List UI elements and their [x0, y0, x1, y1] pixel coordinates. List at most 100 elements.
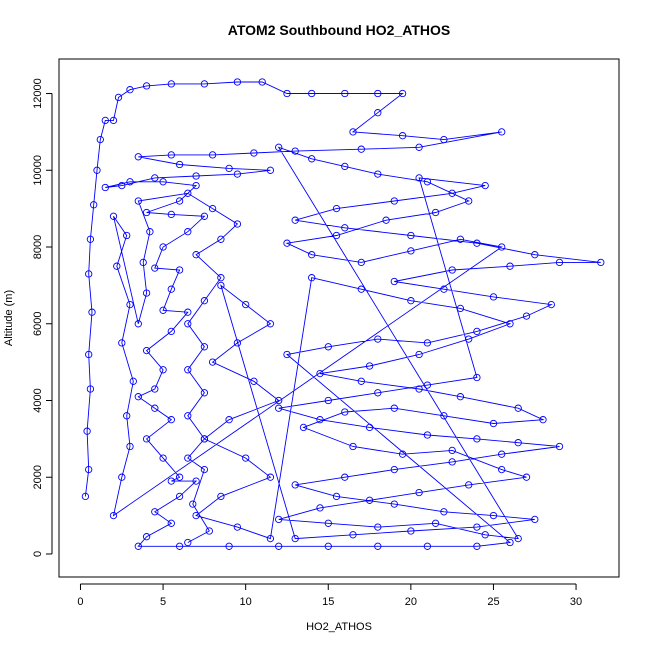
data-point [159, 454, 167, 462]
data-point [316, 416, 324, 424]
data-point [81, 492, 90, 501]
data-point [415, 385, 423, 393]
data-point [83, 427, 91, 435]
data-point [431, 208, 440, 217]
data-point [200, 435, 209, 443]
data-point [291, 481, 299, 489]
data-point [547, 300, 555, 309]
data-point [242, 454, 250, 462]
y-tick-label: 10000 [32, 155, 44, 186]
data-point [440, 508, 448, 516]
data-point [184, 538, 192, 547]
data-point [324, 519, 332, 527]
data-point [456, 304, 465, 313]
data-point [283, 89, 291, 98]
data-point [167, 519, 175, 527]
data-point [324, 542, 332, 550]
data-point [448, 458, 456, 466]
data-point [167, 327, 175, 336]
y-axis: 0 2000 4000 6000 8000 10000 12000 [32, 78, 53, 557]
data-point [250, 149, 258, 157]
data-point [514, 439, 522, 447]
data-point [398, 89, 407, 98]
data-point [134, 393, 142, 401]
data-point [341, 408, 349, 416]
y-tick-label: 8000 [32, 235, 44, 259]
data-point [357, 285, 365, 293]
data-point [275, 396, 283, 405]
data-point [142, 533, 151, 541]
data-point [390, 404, 398, 412]
data-point [291, 147, 299, 155]
data-point [390, 500, 398, 508]
data-point [146, 228, 154, 236]
data-point [407, 247, 415, 255]
data-point [473, 239, 481, 247]
data-point [407, 297, 415, 305]
data-point [93, 166, 101, 174]
x-tick-label: 30 [570, 596, 582, 608]
data-point [299, 423, 308, 432]
x-tick-label: 25 [487, 596, 499, 608]
data-point [159, 243, 167, 251]
x-tick-label: 10 [240, 596, 252, 608]
data-point [266, 473, 275, 481]
data-point [126, 300, 134, 309]
data-point [332, 204, 341, 213]
data-point [233, 339, 242, 347]
data-point [440, 285, 448, 293]
data-point [208, 358, 217, 366]
data-point [88, 308, 96, 316]
data-point [175, 266, 184, 274]
data-point [250, 377, 258, 385]
data-point [506, 262, 514, 270]
data-point [233, 220, 242, 228]
data-point [456, 235, 465, 243]
data-point [316, 504, 324, 512]
data-point [365, 496, 374, 504]
data-point [324, 343, 332, 351]
data-point [217, 492, 225, 501]
chart-title: ATOM2 Southbound HO2_ATHOS [228, 22, 450, 38]
data-point [448, 446, 456, 455]
data-point [184, 454, 192, 462]
data-point [139, 258, 147, 267]
data-point [349, 531, 357, 539]
data-point [200, 389, 209, 397]
data-point [341, 89, 349, 98]
data-point [522, 473, 531, 481]
data-point [448, 189, 456, 197]
data-point [275, 515, 283, 524]
data-point [217, 274, 225, 282]
data-point [167, 210, 175, 219]
data-point [473, 373, 481, 382]
data-point [113, 262, 121, 270]
data-point [175, 197, 184, 205]
data-point [159, 366, 167, 374]
data-point [506, 320, 514, 328]
data-point [357, 258, 365, 267]
y-tick-label: 4000 [32, 388, 44, 412]
data-point [85, 465, 93, 474]
data-point [308, 274, 316, 282]
data-point [175, 492, 184, 501]
data-point [275, 143, 283, 151]
data-point [522, 312, 531, 320]
series-line [84, 81, 601, 547]
data-point [134, 197, 142, 205]
data-point [489, 293, 498, 301]
data-point [192, 251, 200, 259]
data-point [398, 450, 407, 458]
data-point [431, 519, 440, 527]
data-point [390, 197, 398, 205]
data-point [200, 465, 209, 474]
data-point [85, 270, 93, 278]
data-point [142, 82, 151, 90]
data-point [200, 80, 209, 88]
data-point [465, 197, 473, 205]
data-point [225, 416, 233, 424]
data-point [118, 473, 126, 481]
data-point [390, 277, 398, 286]
data-point [114, 93, 123, 102]
